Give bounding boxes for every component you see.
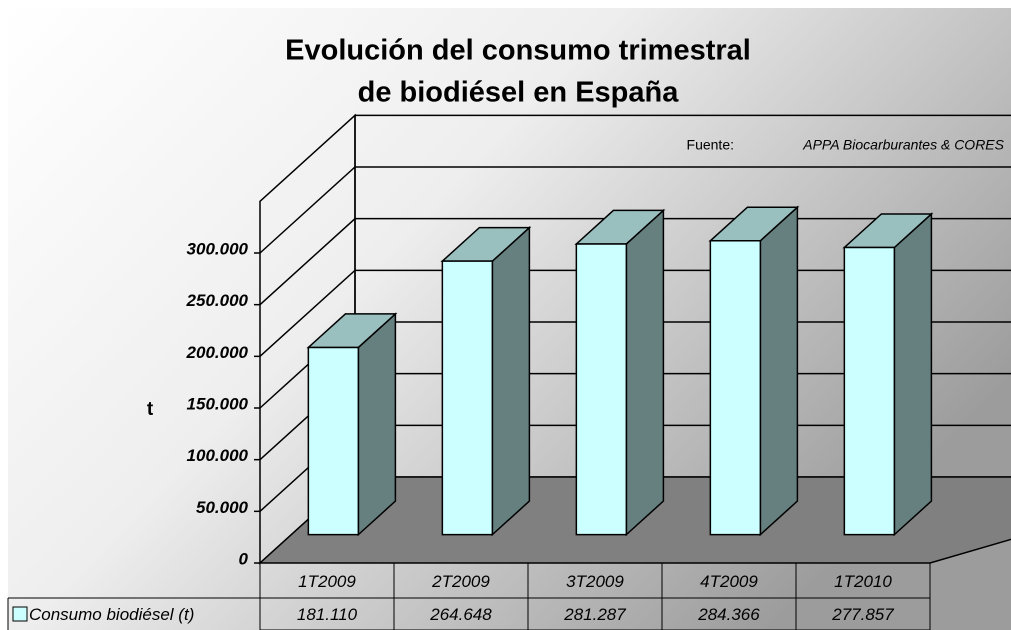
chart-title: Evolución del consumo trimestral xyxy=(285,35,751,67)
chart-title: de biodiésel en España xyxy=(358,77,680,109)
bar-side xyxy=(893,212,933,537)
x-tick-label: 3T2009 xyxy=(566,572,624,591)
source: APPA Biocarburantes & CORES xyxy=(802,137,1004,153)
data-label: 281.287 xyxy=(563,605,626,624)
data-label: 277.857 xyxy=(831,605,894,624)
y-tick-label: 50.000 xyxy=(196,498,249,517)
bar-side xyxy=(759,205,799,537)
y-tick-label: 0 xyxy=(239,549,249,568)
data-label: 284.366 xyxy=(697,605,760,624)
x-tick-label: 4T2009 xyxy=(700,572,758,591)
y-tick-label: 150.000 xyxy=(187,394,249,413)
x-tick-label: 2T2009 xyxy=(431,572,490,591)
y-tick-label: 100.000 xyxy=(187,446,249,465)
bar-side xyxy=(491,225,531,537)
data-label: 181.110 xyxy=(297,605,358,624)
source-label: Fuente: xyxy=(687,137,734,153)
y-tick-label: 300.000 xyxy=(187,239,249,258)
bar xyxy=(575,243,628,536)
bar xyxy=(709,240,762,536)
legend-key xyxy=(12,606,28,622)
grid-line xyxy=(259,166,1011,254)
bar-side xyxy=(625,208,665,537)
bar-side xyxy=(357,312,397,537)
bar xyxy=(843,246,896,536)
legend-label: Consumo biodiésel (t) xyxy=(29,605,194,624)
bar xyxy=(307,346,360,536)
data-label: 264.648 xyxy=(429,605,492,624)
x-tick-label: 1T2010 xyxy=(834,572,892,591)
x-tick-label: 1T2009 xyxy=(298,572,356,591)
bar xyxy=(441,260,494,536)
y-tick-label: 200.000 xyxy=(186,343,249,362)
y-tick-label: 250.000 xyxy=(186,291,249,310)
y-axis-label: t xyxy=(147,399,154,420)
